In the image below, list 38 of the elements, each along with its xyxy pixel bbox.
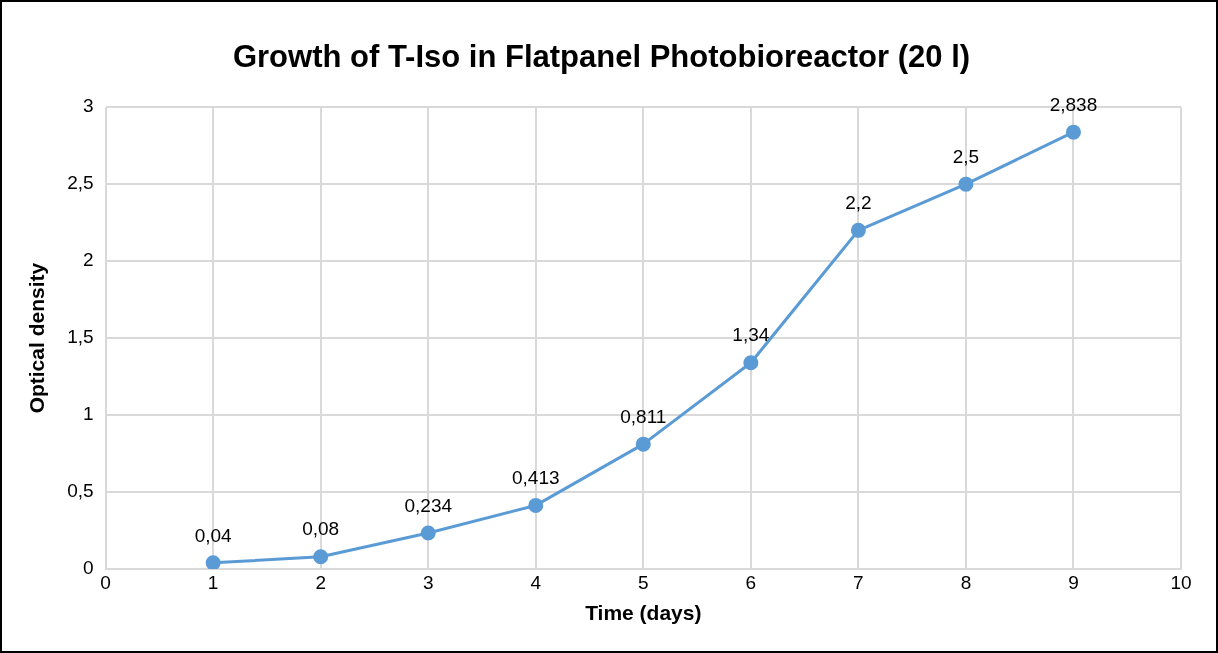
chart-title: Growth of T-Iso in Flatpanel Photobioreactor (20 l) (232, 39, 971, 75)
data-label: 2,2 (845, 192, 872, 214)
y-tick-label: 0,5 (67, 480, 94, 502)
point (743, 355, 759, 371)
x-tick-label: 3 (422, 571, 434, 593)
point (958, 176, 974, 192)
y-tick-label: 3 (83, 95, 94, 117)
point (313, 549, 329, 565)
x-tick-label: 1 (207, 571, 219, 593)
point (420, 525, 436, 541)
y-axis-title: Optical density (25, 262, 49, 414)
y-tick-label: 1,5 (67, 326, 94, 348)
data-label: 1,34 (732, 324, 770, 346)
data-label: 0,234 (404, 494, 453, 516)
data-label: 2,5 (952, 145, 980, 167)
x-tick-label: 5 (638, 571, 649, 593)
data-label: 0,08 (302, 518, 340, 540)
x-tick-label: 10 (1170, 571, 1192, 593)
y-tick-label: 1 (83, 403, 94, 425)
x-tick-label: 9 (1068, 571, 1079, 593)
data-label: 0,811 (620, 405, 667, 427)
y-tick-label: 2,5 (67, 172, 94, 194)
x-tick-label: 8 (960, 571, 972, 593)
data-label: 2,838 (1049, 93, 1098, 115)
y-tick-label: 0 (83, 557, 94, 579)
data-label: 0,04 (194, 524, 233, 546)
point (850, 222, 866, 238)
point (1065, 124, 1081, 140)
point (205, 555, 221, 569)
x-tick-label: 0 (100, 571, 111, 593)
x-tick-label: 6 (745, 571, 757, 593)
point (528, 497, 544, 513)
x-tick-label: 7 (853, 571, 864, 593)
point (635, 436, 651, 452)
x-tick-label: 4 (530, 571, 542, 593)
y-tick-label: 2 (83, 249, 94, 271)
x-tick-label: 2 (315, 571, 326, 593)
data-label: 0,413 (511, 467, 560, 489)
